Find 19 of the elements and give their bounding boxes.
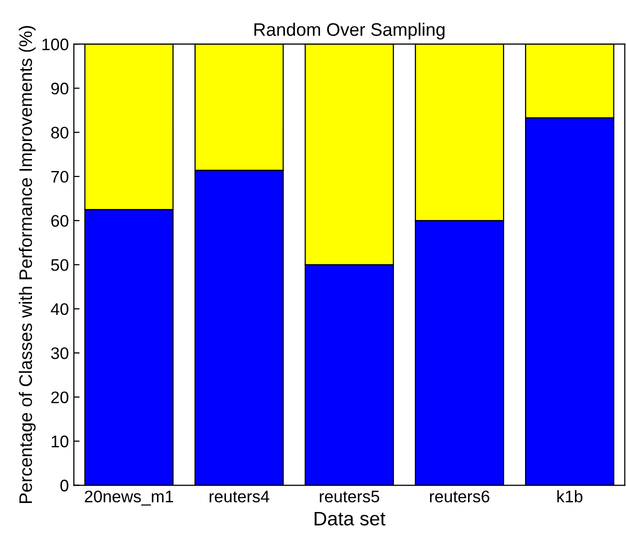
y-tick-label: 90 [51,82,68,94]
y-tick-label: 80 [51,126,68,139]
x-tick-label: k1b [557,490,582,502]
x-tick-label: reuters5 [320,490,380,502]
y-tick-label: 60 [51,214,68,227]
x-axis-title: Data set [314,512,386,526]
y-tick-label: 0 [60,480,68,492]
y-tick-label: 30 [51,347,68,360]
y-tick-label: 50 [51,259,68,271]
y-tick-label: 10 [52,436,68,448]
y-tick-label: 100 [42,38,68,50]
x-tick-label: reuters4 [210,490,270,502]
y-axis-title: Percentage of Classes with Performance Improvements (%) [18,26,36,504]
x-tick-label: 20news_m1 [84,490,174,506]
x-tick-label: reuters6 [430,490,490,502]
y-tick-label: 20 [51,391,68,404]
y-tick-label: 40 [50,303,68,316]
y-tick-label: 70 [51,170,68,183]
chart-title: Random Over Sampling [254,22,444,40]
